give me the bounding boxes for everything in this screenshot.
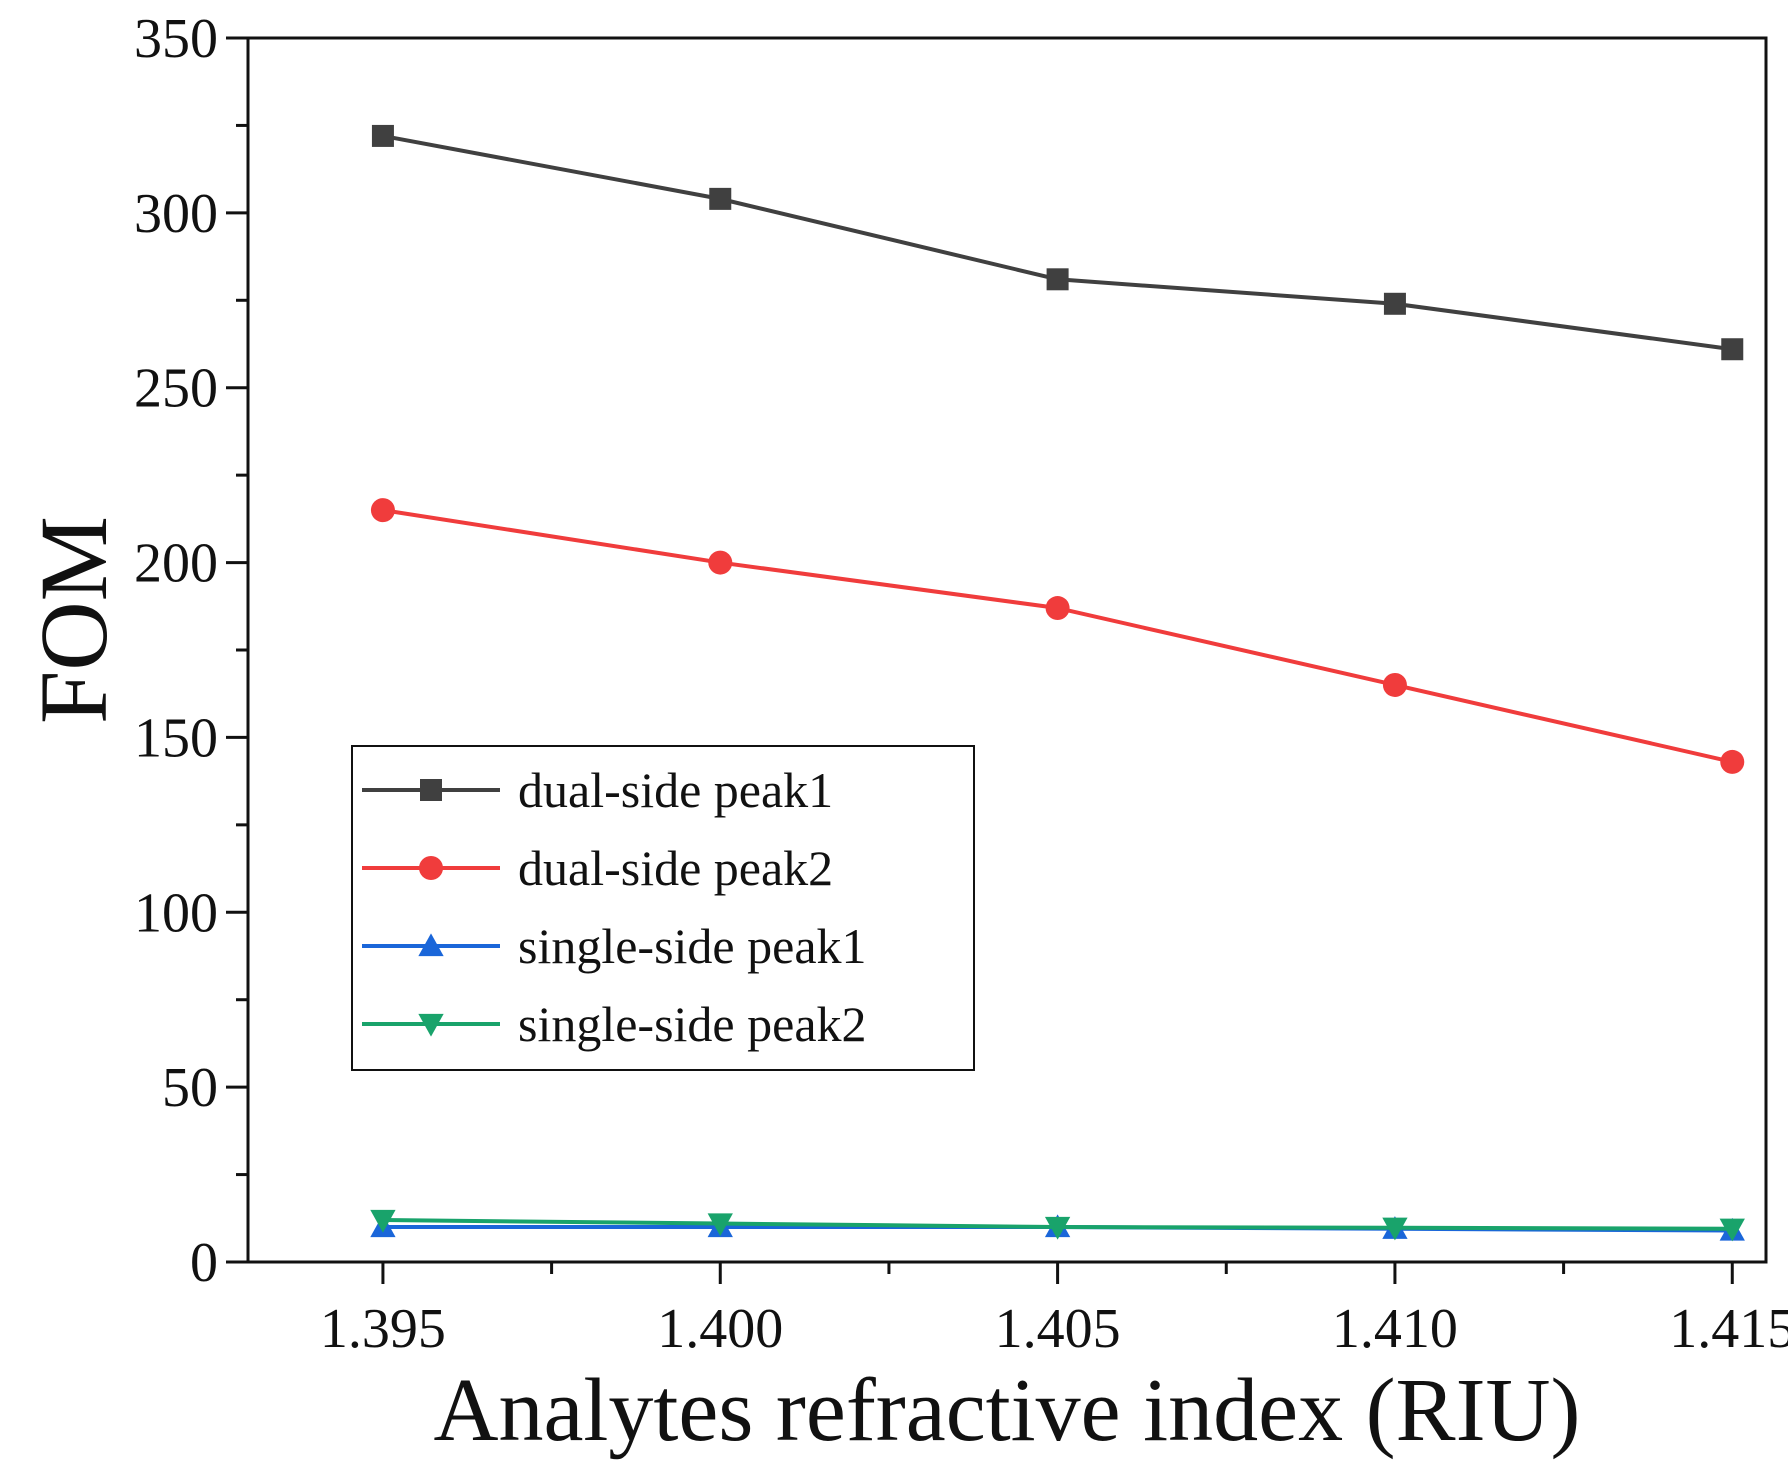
x-tick-label: 1.410	[1332, 1298, 1458, 1360]
x-tick-label: 1.405	[995, 1298, 1121, 1360]
y-tick-label: 150	[134, 707, 218, 769]
data-point-dual-side-peak1	[709, 187, 732, 210]
y-tick-label: 0	[190, 1232, 218, 1294]
data-point-dual-side-peak1	[1721, 338, 1744, 361]
data-point-single-side-peak2	[1382, 1217, 1408, 1241]
legend-marker-single-side-peak1	[418, 933, 444, 957]
y-axis-title-group: FOM	[20, 516, 127, 724]
legend-marker-dual-side-peak1	[420, 779, 442, 801]
y-tick-label: 200	[134, 533, 218, 595]
legend-label-single-side-peak2: single-side peak2	[518, 996, 867, 1052]
data-point-dual-side-peak2	[370, 498, 395, 523]
x-tick-label: 1.395	[320, 1298, 446, 1360]
data-point-dual-side-peak1	[1383, 292, 1406, 315]
x-tick-label: 1.415	[1669, 1298, 1788, 1360]
y-axis-title: FOM	[20, 516, 127, 724]
y-tick-label: 350	[134, 8, 218, 70]
series-line-dual-side-peak1	[382, 133, 1733, 352]
legend-marker-single-side-peak2	[418, 1013, 444, 1037]
x-axis-title: Analytes refractive index (RIU)	[433, 1361, 1580, 1460]
y-tick-label: 300	[134, 183, 218, 245]
data-point-single-side-peak2	[1719, 1218, 1745, 1242]
data-point-dual-side-peak2	[1382, 672, 1407, 697]
y-tick-label: 250	[134, 358, 218, 420]
plot-area: 0 50 100 150 200 250 300 350 1.395 1.400 1.405 1.41…	[134, 8, 1788, 1360]
data-point-single-side-peak2	[1044, 1216, 1071, 1240]
data-point-dual-side-peak2	[1720, 749, 1745, 774]
legend-marker-dual-side-peak2	[419, 856, 443, 880]
legend-label-dual-side-peak1: dual-side peak1	[518, 762, 833, 818]
legend-label-dual-side-peak2: dual-side peak2	[518, 840, 833, 896]
x-tick-label: 1.400	[657, 1298, 783, 1360]
data-point-dual-side-peak1	[1046, 268, 1069, 291]
y-tick-label: 50	[162, 1057, 218, 1119]
legend-box	[351, 745, 975, 1071]
legend: dual-side peak1 dual-side peak2 single-sid…	[351, 745, 975, 1071]
plot-frame	[246, 36, 1768, 1264]
data-point-dual-side-peak2	[708, 550, 733, 575]
data-point-dual-side-peak1	[371, 124, 394, 147]
legend-label-single-side-peak1: single-side peak1	[518, 918, 867, 974]
series-line-dual-side-peak2	[382, 508, 1733, 764]
data-point-single-side-peak2	[707, 1213, 733, 1237]
data-point-dual-side-peak2	[1045, 596, 1070, 621]
data-point-single-side-peak2	[370, 1209, 396, 1233]
y-tick-label: 100	[134, 882, 218, 944]
